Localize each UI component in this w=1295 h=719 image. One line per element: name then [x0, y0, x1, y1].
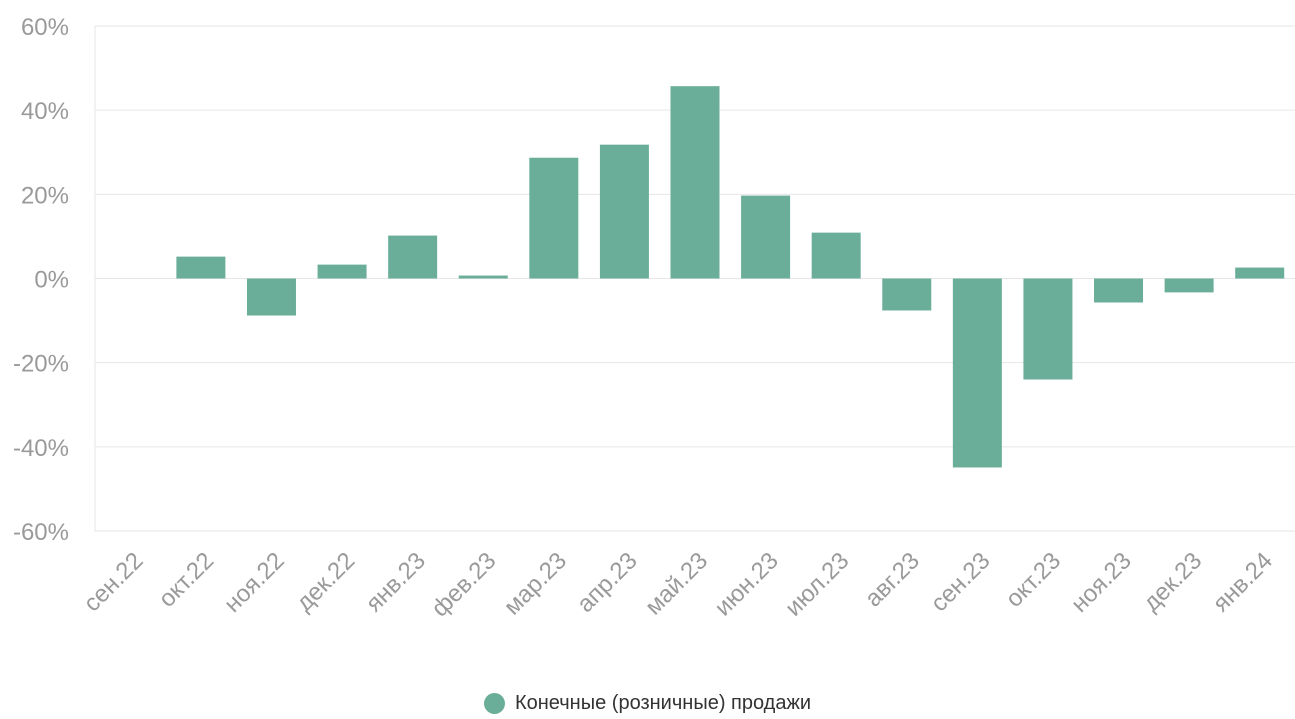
bar[interactable] — [1235, 267, 1285, 279]
y-tick-label: 20% — [21, 182, 69, 209]
x-tick-label: ноя.22 — [219, 547, 290, 618]
bar[interactable] — [246, 278, 296, 316]
bar[interactable] — [599, 144, 649, 279]
x-tick-label: мар.23 — [499, 547, 572, 620]
x-axis-ticks: сен.22 окт.22 ноя.22 дек.22 янв.23фев.23мар.… — [79, 547, 1278, 622]
x-tick-label: ноя.23 — [1066, 547, 1137, 618]
x-tick-label: май.23 — [640, 547, 713, 620]
x-tick-label: окт.22 — [153, 547, 219, 613]
x-tick-label: дек.23 — [1138, 547, 1207, 616]
y-tick-label: -20% — [13, 351, 69, 378]
y-tick-label: -40% — [13, 435, 69, 462]
legend-label: Конечные (розничные) продажи — [514, 692, 812, 714]
bar[interactable] — [529, 157, 579, 279]
bar-chart: 60%40%20%0%-20%-40%-60% сен.22 окт.22 ноя.… — [13, 14, 1295, 622]
y-axis-ticks: 60% 40% 20% 0% -20% -40% -60% — [13, 14, 69, 546]
bars — [176, 86, 1285, 468]
x-tick-label: янв.23 — [361, 547, 431, 617]
legend-swatch — [483, 693, 505, 714]
x-tick-label: сен.22 — [79, 547, 149, 617]
x-tick-label: апр.23 — [572, 547, 643, 618]
y-tick-label: 0% — [34, 267, 69, 294]
x-tick-label: авг.23 — [860, 547, 925, 612]
x-tick-label: июл.23 — [780, 547, 854, 621]
x-tick-label: фев.23 — [426, 547, 501, 622]
bar[interactable] — [1023, 278, 1073, 380]
x-tick-label: янв.24 — [1208, 547, 1278, 617]
bar[interactable] — [670, 86, 720, 279]
bar[interactable] — [176, 256, 226, 279]
x-tick-label: сен.23 — [926, 547, 996, 617]
bar[interactable] — [811, 232, 861, 279]
bar[interactable] — [741, 195, 791, 279]
y-tick-label: 40% — [21, 98, 69, 125]
bar[interactable] — [1164, 278, 1214, 293]
x-tick-label: июн.23 — [710, 547, 784, 621]
legend[interactable]: Конечные (розничные) продажи — [0, 692, 1295, 715]
bar[interactable] — [458, 275, 508, 279]
x-tick-label: дек.22 — [291, 547, 360, 616]
x-tick-label: окт.23 — [1001, 547, 1067, 613]
y-tick-label: -60% — [13, 519, 69, 546]
bar[interactable] — [952, 278, 1002, 468]
y-tick-label: 60% — [21, 14, 69, 41]
bar[interactable] — [317, 264, 367, 279]
bar[interactable] — [388, 235, 438, 279]
bar[interactable] — [1094, 278, 1144, 303]
bar[interactable] — [882, 278, 932, 311]
